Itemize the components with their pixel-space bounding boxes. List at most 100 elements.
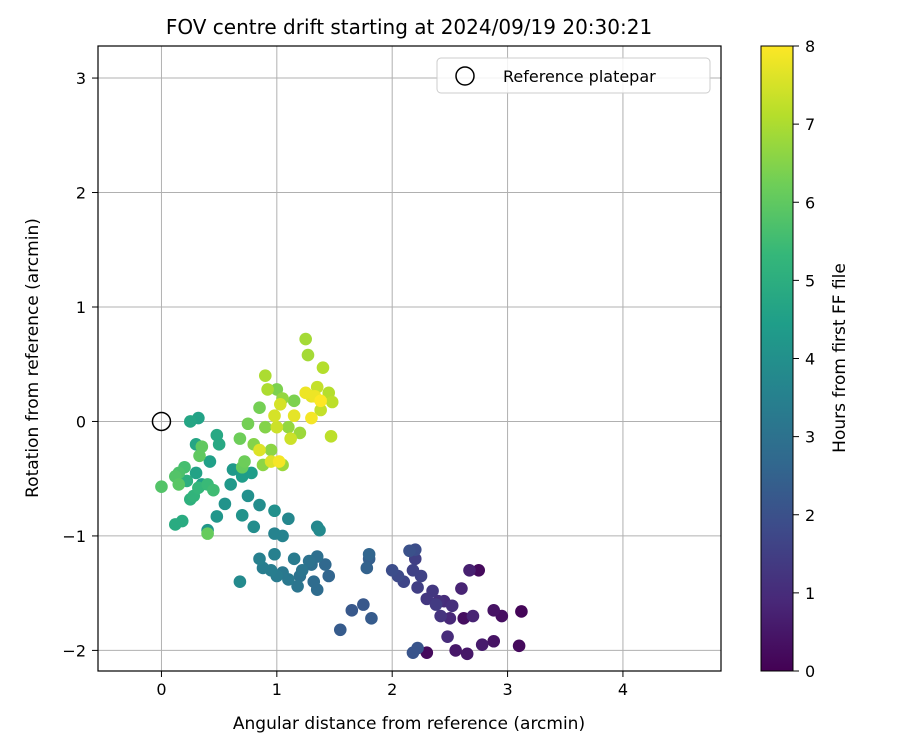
data-point: [268, 547, 281, 561]
data-point: [463, 563, 476, 577]
data-point: [210, 428, 224, 442]
data-point: [270, 420, 284, 434]
data-point: [201, 527, 214, 540]
data-point: [406, 563, 420, 577]
data-point: [287, 552, 301, 566]
data-point: [316, 361, 330, 374]
x-tick-label: 2: [387, 680, 397, 699]
data-point: [445, 599, 459, 613]
colorbar-tick-label: 3: [805, 428, 815, 447]
data-point: [466, 609, 480, 623]
data-point: [429, 598, 443, 611]
colorbar-ticks: 0 1 2 3 4 5 6 7 8: [793, 37, 815, 681]
data-point: [172, 478, 186, 491]
colorbar-tick-label: 4: [805, 350, 815, 369]
data-point: [487, 604, 501, 617]
y-axis-label: Rotation from reference (arcmin): [23, 218, 43, 498]
legend-entry-reference: Reference platepar: [503, 67, 656, 86]
data-point: [325, 395, 339, 409]
data-point: [233, 575, 247, 589]
y-tick-label: 3: [76, 69, 86, 88]
x-axis-ticks: 0 1 2 3 4: [156, 671, 628, 699]
colorbar-label: Hours from first FF file: [830, 263, 850, 453]
data-point: [253, 498, 266, 512]
data-point: [515, 605, 528, 618]
data-point: [295, 563, 309, 577]
data-point: [441, 630, 454, 643]
data-point: [302, 554, 316, 568]
y-tick-label: −1: [62, 527, 86, 546]
data-point: [318, 558, 332, 571]
data-point: [189, 466, 203, 480]
legend: Reference platepar: [436, 57, 711, 94]
x-tick-label: 3: [502, 680, 512, 699]
data-point: [241, 417, 255, 431]
colorbar-strip: [760, 45, 794, 672]
legend-marker-circle: [455, 66, 475, 86]
data-point: [175, 514, 189, 528]
data-point: [475, 638, 489, 651]
data-point: [455, 582, 468, 595]
legend-box: [436, 57, 711, 94]
data-point: [357, 598, 370, 611]
data-point: [272, 455, 286, 468]
data-point: [203, 455, 217, 468]
data-point: [224, 478, 237, 491]
data-point: [183, 415, 197, 428]
data-point: [268, 409, 281, 423]
data-point: [245, 466, 258, 480]
data-point: [193, 449, 206, 463]
data-point: [487, 634, 501, 648]
data-point: [362, 547, 376, 561]
data-point: [253, 552, 266, 566]
data-point: [403, 544, 416, 558]
data-point: [385, 563, 399, 577]
colorbar-tick-label: 1: [805, 584, 815, 603]
y-tick-label: 1: [76, 298, 86, 317]
data-point: [235, 509, 249, 522]
data-point: [301, 348, 315, 362]
plot-frame: [97, 45, 722, 672]
data-point: [210, 510, 224, 523]
y-tick-label: −2: [62, 641, 86, 660]
data-point: [273, 397, 287, 411]
x-tick-label: 0: [156, 680, 166, 699]
data-point: [322, 569, 336, 583]
data-point: [460, 647, 474, 661]
colorbar-tick-label: 8: [805, 37, 815, 56]
colorbar: 0 1 2 3 4 5 6 7 8 Hours from first FF file: [760, 37, 850, 681]
data-point: [314, 403, 327, 417]
data-point: [253, 401, 266, 415]
data-point: [307, 575, 321, 589]
reference-platepar-marker: [151, 411, 172, 432]
chart-title: FOV centre drift starting at 2024/09/19 …: [166, 15, 652, 39]
data-point: [333, 623, 347, 637]
data-point: [233, 432, 247, 445]
data-point: [284, 432, 297, 445]
grid-lines: [98, 46, 721, 671]
y-axis-ticks: −2 −1 0 1 2 3: [62, 69, 98, 660]
data-point: [313, 523, 326, 537]
data-point: [411, 581, 424, 594]
data-point: [264, 443, 278, 457]
data-point: [291, 579, 304, 593]
data-point: [345, 604, 359, 617]
data-point: [253, 443, 266, 457]
data-point: [365, 612, 378, 625]
data-point: [411, 641, 424, 655]
y-tick-label: 2: [76, 184, 86, 203]
x-tick-label: 4: [618, 680, 628, 699]
data-point: [268, 527, 281, 540]
data-point: [324, 430, 338, 443]
data-point: [299, 332, 312, 346]
data-point: [268, 504, 281, 518]
colorbar-tick-label: 0: [805, 662, 815, 681]
data-point: [420, 592, 434, 606]
colorbar-tick-label: 7: [805, 115, 815, 134]
colorbar-tick-label: 2: [805, 506, 815, 525]
data-point: [434, 609, 447, 623]
data-point: [282, 512, 295, 526]
scatter-points: [151, 332, 528, 661]
data-point: [241, 489, 255, 503]
